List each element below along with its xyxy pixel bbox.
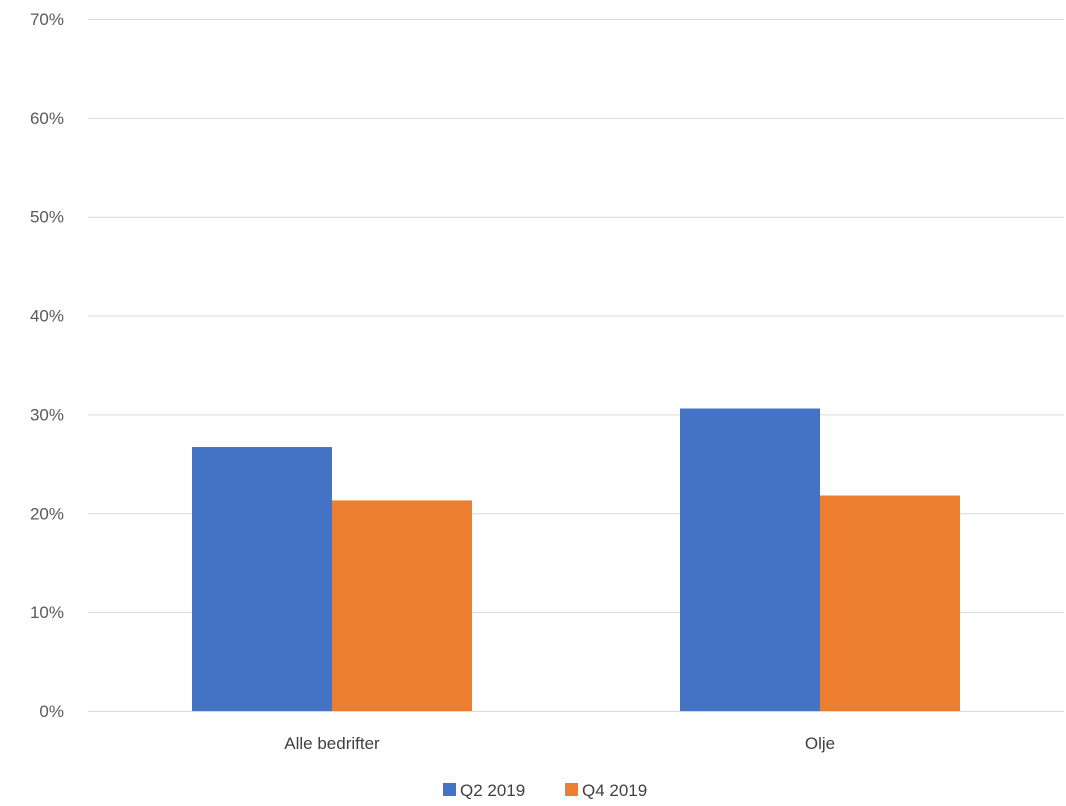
y-tick-label: 50% [30, 208, 64, 227]
bar-q4-2019 [820, 495, 960, 711]
x-category-label: Olje [805, 734, 835, 753]
y-tick-label: 70% [30, 10, 64, 29]
legend-label: Q4 2019 [582, 781, 647, 800]
bar-q2-2019 [192, 447, 332, 711]
bar-q2-2019 [680, 408, 820, 711]
legend-label: Q2 2019 [460, 781, 525, 800]
x-category-label: Alle bedrifter [284, 734, 380, 753]
bar-q4-2019 [332, 500, 472, 711]
bars [192, 408, 960, 711]
legend: Q2 2019 Q4 2019 [443, 781, 647, 800]
y-tick-label: 60% [30, 109, 64, 128]
y-tick-label: 20% [30, 504, 64, 523]
y-tick-label: 40% [30, 307, 64, 326]
y-tick-label: 0% [39, 702, 64, 721]
y-tick-label: 10% [30, 603, 64, 622]
y-tick-label: 30% [30, 405, 64, 424]
legend-swatch [565, 783, 578, 796]
y-axis-tick-labels: 0% 10% 20% 30% 40% 50% 60% 70% [30, 10, 64, 721]
x-axis-category-labels: Alle bedrifter Olje [284, 734, 835, 753]
legend-swatch [443, 783, 456, 796]
